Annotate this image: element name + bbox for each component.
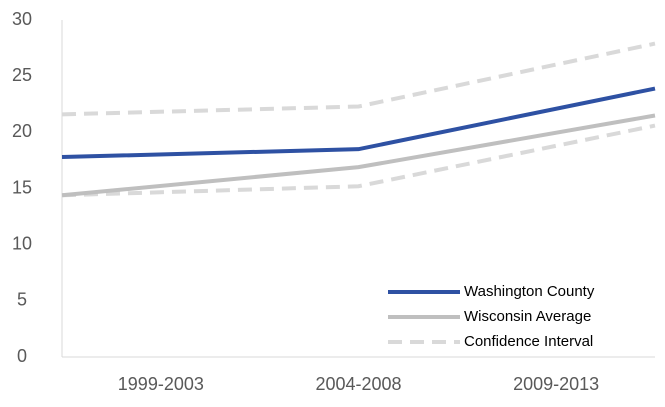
x-tick-label: 2009-2013 — [513, 374, 599, 394]
y-tick-label: 15 — [12, 177, 32, 197]
y-tick-label: 0 — [17, 346, 27, 366]
x-tick-label: 1999-2003 — [118, 374, 204, 394]
x-tick-label: 2004-2008 — [315, 374, 401, 394]
series-line — [61, 113, 656, 198]
legend-label: Wisconsin Average — [464, 308, 591, 325]
y-tick-label: 25 — [12, 65, 32, 85]
y-tick-label: 5 — [17, 290, 27, 310]
legend-label: Washington County — [464, 283, 595, 300]
ci-upper-line — [61, 41, 656, 117]
legend-label: Confidence Interval — [464, 333, 593, 350]
y-tick-label: 10 — [12, 233, 32, 253]
y-tick-label: 20 — [12, 121, 32, 141]
series-line — [61, 86, 656, 160]
ci-lower-line — [61, 123, 656, 198]
y-tick-label: 30 — [12, 9, 32, 29]
